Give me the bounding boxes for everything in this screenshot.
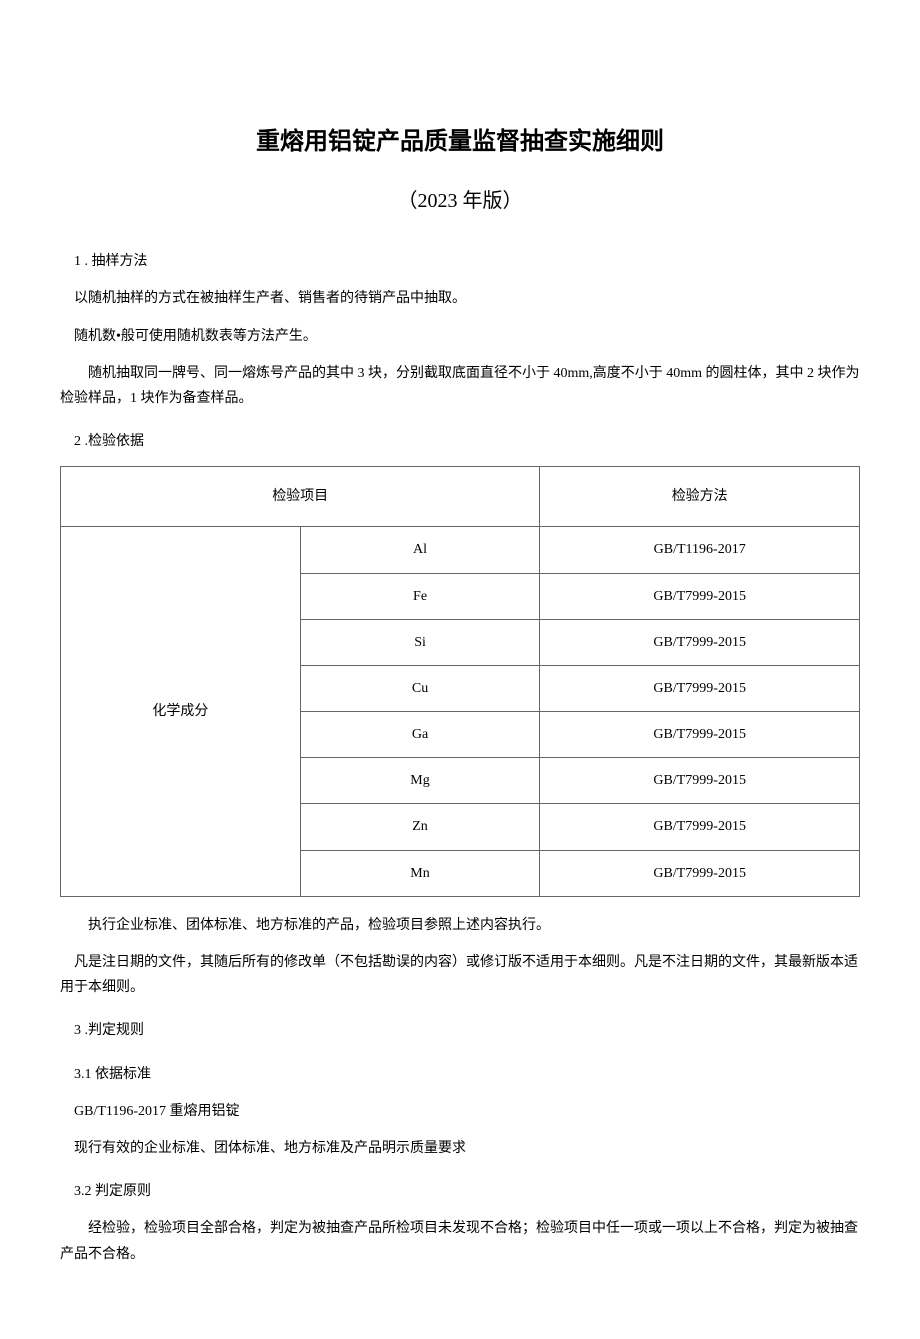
sub-cell: Al [300,527,540,573]
section-3-1-heading: 3.1 依据标准 [60,1062,860,1087]
sub-cell: Mg [300,758,540,804]
method-cell: GB/T7999-2015 [540,712,860,758]
table-header-row: 检验项目 检验方法 [61,467,860,527]
section-1-p1: 以随机抽样的方式在被抽样生产者、销售者的待销产品中抽取。 [60,286,860,311]
sub-cell: Cu [300,665,540,711]
header-inspection-item: 检验项目 [61,467,540,527]
method-cell: GB/T7999-2015 [540,804,860,850]
document-title: 重熔用铝锭产品质量监督抽查实施细则 [60,120,860,163]
section-1-heading: 1 . 抽样方法 [60,249,860,274]
inspection-table: 检验项目 检验方法 化学成分 Al GB/T1196-2017 Fe GB/T7… [60,466,860,897]
sub-cell: Si [300,619,540,665]
sub-cell: Mn [300,850,540,896]
section-1-p3: 随机抽取同一牌号、同一熔炼号产品的其中 3 块，分别截取底面直径不小于 40mm… [60,361,860,411]
method-cell: GB/T7999-2015 [540,619,860,665]
section-2-p1: 执行企业标准、团体标准、地方标准的产品，检验项目参照上述内容执行。 [60,913,860,938]
method-cell: GB/T7999-2015 [540,758,860,804]
section-3-1-p2: 现行有效的企业标准、团体标准、地方标准及产品明示质量要求 [60,1136,860,1161]
group-label-cell: 化学成分 [61,527,301,897]
method-cell: GB/T7999-2015 [540,573,860,619]
sub-cell: Ga [300,712,540,758]
section-3-heading: 3 .判定规则 [60,1018,860,1043]
section-3-2-p1: 经检验，检验项目全部合格，判定为被抽查产品所检项目未发现不合格；检验项目中任一项… [60,1216,860,1266]
method-cell: GB/T1196-2017 [540,527,860,573]
section-2-p2: 凡是注日期的文件，其随后所有的修改单（不包括勘误的内容）或修订版不适用于本细则。… [60,950,860,1000]
document-subtitle: （2023 年版） [60,183,860,219]
header-inspection-method: 检验方法 [540,467,860,527]
method-cell: GB/T7999-2015 [540,665,860,711]
method-cell: GB/T7999-2015 [540,850,860,896]
section-3-2-heading: 3.2 判定原则 [60,1179,860,1204]
sub-cell: Fe [300,573,540,619]
section-1-p2: 随机数•般可使用随机数表等方法产生。 [60,324,860,349]
sub-cell: Zn [300,804,540,850]
table-row: 化学成分 Al GB/T1196-2017 [61,527,860,573]
section-2-heading: 2 .检验依据 [60,429,860,454]
section-3-1-p1: GB/T1196-2017 重熔用铝锭 [60,1099,860,1124]
